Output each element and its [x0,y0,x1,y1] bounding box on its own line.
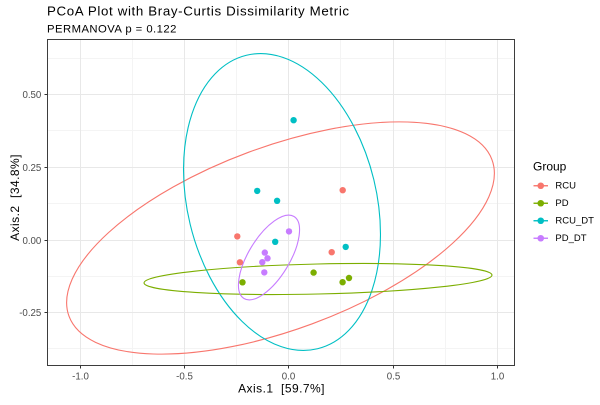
svg-text:PD_DT: PD_DT [555,233,586,244]
svg-text:-0.25: -0.25 [19,308,41,319]
svg-text:0.0: 0.0 [282,372,296,383]
svg-text:PD: PD [555,198,568,209]
svg-text:-0.5: -0.5 [176,372,193,383]
svg-text:0.25: 0.25 [22,163,41,174]
svg-text:PCoA Plot with Bray-Curtis Dis: PCoA Plot with Bray-Curtis Dissimilarity… [47,3,350,18]
svg-text:-1.0: -1.0 [72,372,89,383]
svg-text:0.50: 0.50 [22,90,41,101]
svg-text:PERMANOVA p = 0.122: PERMANOVA p = 0.122 [47,24,177,36]
svg-text:Group: Group [533,159,567,173]
svg-text:0.00: 0.00 [22,236,41,247]
svg-text:Axis.2 [34.8%]: Axis.2 [34.8%] [8,154,22,241]
svg-text:0.5: 0.5 [387,372,400,383]
svg-text:Axis.1 [59.7%]: Axis.1 [59.7%] [238,382,325,396]
svg-text:1.0: 1.0 [491,372,505,383]
svg-text:RCU_DT: RCU_DT [555,216,594,227]
svg-text:RCU: RCU [555,181,576,192]
